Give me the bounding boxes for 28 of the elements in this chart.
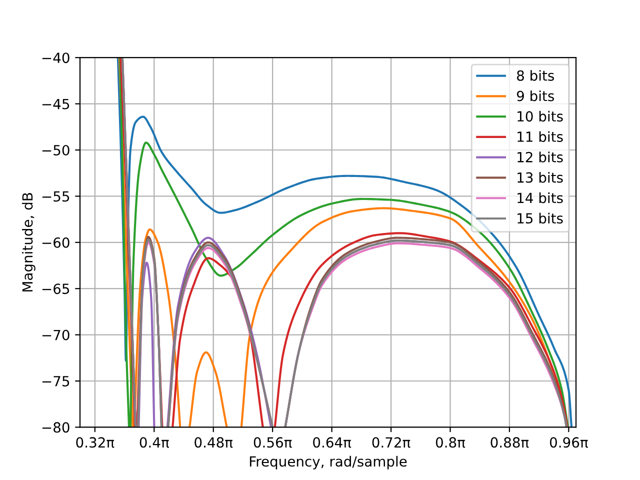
x-tick-label: 0.8π: [436, 437, 466, 448]
legend-label: 9 bits: [516, 90, 554, 102]
x-tick-label: 0.64π: [313, 437, 352, 448]
y-tick-label: −60: [42, 237, 70, 248]
x-tick-label: 0.56π: [254, 437, 292, 448]
x-axis-title: Frequency, rad/sample: [250, 456, 407, 470]
y-tick-label: −40: [42, 52, 70, 64]
y-tick-label: −80: [42, 422, 70, 433]
y-tick-label: −55: [42, 191, 70, 202]
legend-label: 11 bits: [518, 131, 563, 142]
legend-label: 8 bits: [517, 70, 554, 81]
x-tick-label: 0.4π: [140, 437, 169, 448]
y-tick-label: −65: [42, 284, 70, 294]
legend-label: 12 bits: [518, 152, 563, 162]
x-tick-label: 0.88π: [490, 437, 529, 448]
y-tick-label: −50: [42, 144, 70, 156]
legend-label: 10 bits: [518, 110, 563, 122]
legend-label: 13 bits: [518, 172, 563, 183]
y-axis-title: Magnitude, dB: [22, 193, 36, 292]
legend-label: 14 bits: [518, 192, 563, 204]
legend-label: 15 bits: [518, 212, 563, 224]
y-tick-label: −70: [42, 330, 70, 340]
x-tick-label: 0.32π: [76, 437, 114, 448]
x-tick-label: 0.48π: [194, 437, 233, 448]
x-tick-label: 0.72π: [372, 437, 410, 448]
x-tick-label: 0.96π: [550, 437, 588, 448]
y-tick-label: −75: [42, 376, 70, 386]
y-tick-label: −45: [42, 98, 70, 110]
